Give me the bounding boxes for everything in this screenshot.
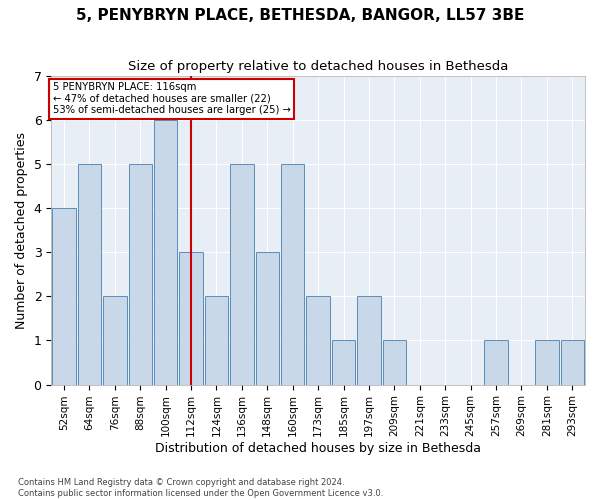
Bar: [332, 340, 355, 384]
Bar: [205, 296, 228, 384]
Bar: [560, 340, 584, 384]
Bar: [281, 164, 304, 384]
Bar: [535, 340, 559, 384]
Bar: [484, 340, 508, 384]
Bar: [307, 296, 330, 384]
Y-axis label: Number of detached properties: Number of detached properties: [15, 132, 28, 328]
Text: 5, PENYBRYN PLACE, BETHESDA, BANGOR, LL57 3BE: 5, PENYBRYN PLACE, BETHESDA, BANGOR, LL5…: [76, 8, 524, 22]
Text: Contains HM Land Registry data © Crown copyright and database right 2024.
Contai: Contains HM Land Registry data © Crown c…: [18, 478, 383, 498]
Bar: [128, 164, 152, 384]
Bar: [179, 252, 203, 384]
Bar: [230, 164, 254, 384]
Bar: [103, 296, 127, 384]
Bar: [154, 120, 178, 384]
Title: Size of property relative to detached houses in Bethesda: Size of property relative to detached ho…: [128, 60, 508, 73]
Text: 5 PENYBRYN PLACE: 116sqm
← 47% of detached houses are smaller (22)
53% of semi-d: 5 PENYBRYN PLACE: 116sqm ← 47% of detach…: [53, 82, 290, 116]
Bar: [52, 208, 76, 384]
Bar: [383, 340, 406, 384]
Bar: [357, 296, 380, 384]
X-axis label: Distribution of detached houses by size in Bethesda: Distribution of detached houses by size …: [155, 442, 481, 455]
Bar: [78, 164, 101, 384]
Bar: [256, 252, 279, 384]
